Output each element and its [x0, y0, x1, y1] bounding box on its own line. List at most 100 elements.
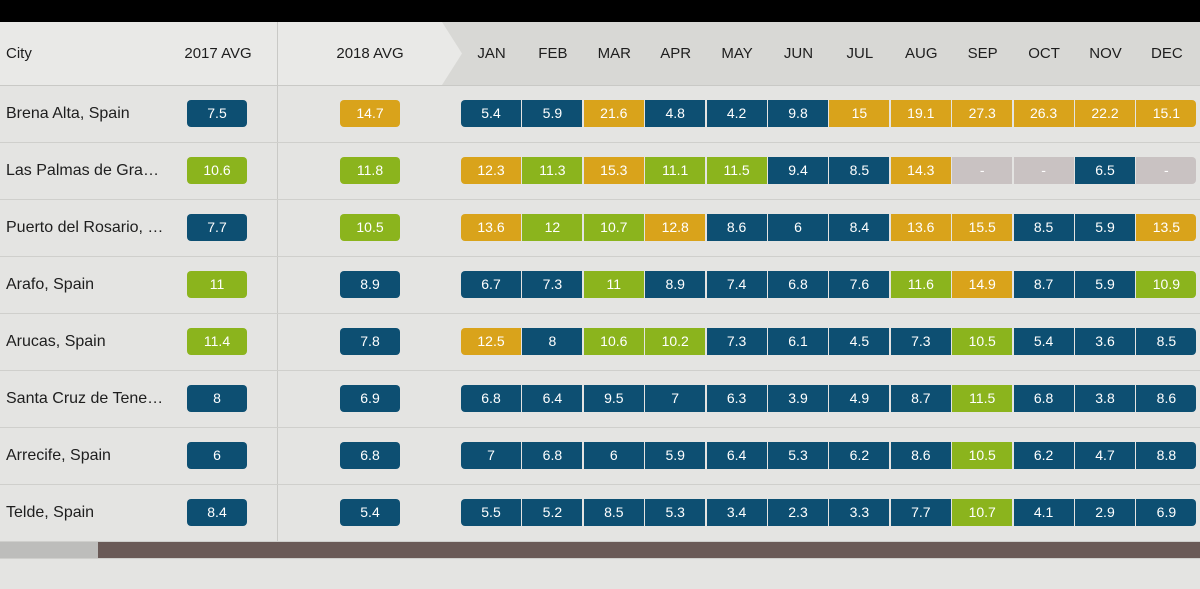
city-name: Arrecife, Spain: [6, 447, 111, 464]
month-cell: 3.8: [1075, 385, 1135, 412]
avg-2017-badge: 10.6: [187, 157, 247, 184]
month-cell: 5.2: [522, 499, 583, 526]
month-cell: 4.7: [1075, 442, 1135, 469]
month-cell: 8.9: [645, 271, 706, 298]
month-cell: 10.5: [952, 328, 1013, 355]
table-row[interactable]: Arrecife, Spain 6 6.8 7 6.8 6 5.9 6.4 5.3 6.2 8.6 1…: [0, 428, 1200, 485]
month-cell: 5.3: [645, 499, 706, 526]
month-cell: 5.9: [522, 100, 583, 127]
city-name: Arafo, Spain: [6, 276, 95, 293]
month-cell: 11.5: [952, 385, 1013, 412]
month-cell: 8: [522, 328, 583, 355]
avg-2017-badge: 6: [187, 442, 247, 469]
table-row[interactable]: Telde, Spain 8.4 5.4 5.5 5.2 8.5 5.3 3.4 2.3 3.3 7…: [0, 485, 1200, 542]
city-name: Brena Alta, Spain: [6, 105, 130, 122]
month-cell: 6: [583, 442, 644, 469]
header-month[interactable]: OCT: [1028, 45, 1060, 62]
header-month[interactable]: JUN: [783, 45, 814, 62]
month-cell: 10.7: [952, 499, 1013, 526]
month-cell: 14.9: [952, 271, 1013, 298]
header-2018-avg[interactable]: 2018 AVG: [336, 45, 404, 62]
avg-2017-badge: 11.4: [187, 328, 247, 355]
header-month[interactable]: SEP: [967, 45, 998, 62]
header-month[interactable]: NOV: [1089, 45, 1122, 62]
month-cell: 11.1: [645, 157, 706, 184]
month-cell: 3.3: [829, 499, 890, 526]
table-header: City 2017 AVG 2018 AVG JAN FEB MAR APR MAY JU…: [0, 22, 1200, 86]
table-row[interactable]: Las Palmas de Gra… 10.6 11.8 12.3 11.3 15.3 11…: [0, 143, 1200, 200]
month-cell: 5.5: [461, 499, 521, 526]
month-cell: 4.2: [706, 100, 767, 127]
avg-2018-badge: 11.8: [340, 157, 400, 184]
header-city[interactable]: City: [6, 45, 32, 62]
horizontal-scrollbar[interactable]: [0, 541, 1200, 559]
month-cell: 15.5: [952, 214, 1013, 241]
month-cell: 19.1: [890, 100, 951, 127]
month-cell: 7.3: [890, 328, 951, 355]
month-cell: 6.3: [706, 385, 767, 412]
month-cell: 3.4: [706, 499, 767, 526]
header-month[interactable]: JAN: [477, 45, 506, 62]
table-row[interactable]: Brena Alta, Spain 7.5 14.7 5.4 5.9 21.6 4.8 4.2…: [0, 86, 1200, 143]
month-cell: 7.4: [706, 271, 767, 298]
month-cell: 13.6: [461, 214, 521, 241]
month-cell: 6.4: [706, 442, 767, 469]
table-screen: City 2017 AVG 2018 AVG JAN FEB MAR APR MAY JU…: [0, 22, 1200, 589]
header-month[interactable]: AUG: [905, 45, 938, 62]
header-month[interactable]: MAR: [597, 45, 631, 62]
header-2017-avg[interactable]: 2017 AVG: [184, 45, 252, 62]
header-month[interactable]: DEC: [1151, 45, 1183, 62]
month-cell: 5.9: [645, 442, 706, 469]
month-cell: 7: [645, 385, 706, 412]
header-month[interactable]: FEB: [538, 45, 568, 62]
month-cell: 22.2: [1075, 100, 1135, 127]
table-row[interactable]: Santa Cruz de Tene… 8 6.9 6.8 6.4 9.5 7 6.3 3.9 4…: [0, 371, 1200, 428]
table-row[interactable]: Arafo, Spain 11 8.9 6.7 7.3 11 8.9 7.4 6.8 7.6 11.…: [0, 257, 1200, 314]
month-cell: 5.4: [1013, 328, 1074, 355]
month-cell: 6.5: [1075, 157, 1135, 184]
avg-2017-badge: 8.4: [187, 499, 247, 526]
month-cell: 6.8: [1013, 385, 1074, 412]
month-cell: 11.3: [522, 157, 583, 184]
city-name: Arucas, Spain: [6, 333, 106, 350]
table-row[interactable]: Arucas, Spain 11.4 7.8 12.5 8 10.6 10.2 7.3 6.1 4…: [0, 314, 1200, 371]
month-cell: 2.3: [768, 499, 828, 526]
month-cell: 13.6: [890, 214, 951, 241]
month-cell: 15.1: [1136, 100, 1197, 127]
month-cell: 8.8: [1136, 442, 1197, 469]
month-cell: 8.6: [1136, 385, 1197, 412]
month-cell: 3.9: [768, 385, 828, 412]
month-cell: 10.2: [645, 328, 706, 355]
month-cell: 6.9: [1136, 499, 1197, 526]
month-cell: 15: [829, 100, 890, 127]
month-cell: 21.6: [583, 100, 644, 127]
avg-2017-badge: 8: [187, 385, 247, 412]
month-cell: 10.6: [583, 328, 644, 355]
month-cell: 2.9: [1075, 499, 1135, 526]
avg-2017-badge: 11: [187, 271, 247, 298]
month-cell: 6: [768, 214, 828, 241]
month-cell: 11.6: [890, 271, 951, 298]
month-cell: 3.6: [1075, 328, 1135, 355]
month-cell: 5.3: [768, 442, 828, 469]
month-cell: 13.5: [1136, 214, 1197, 241]
header-month[interactable]: MAY: [721, 45, 753, 62]
month-cell: 8.5: [1013, 214, 1074, 241]
month-cell: 8.7: [1013, 271, 1074, 298]
scrollbar-track[interactable]: [0, 542, 98, 558]
scrollbar-thumb[interactable]: [98, 542, 1200, 558]
month-cell: 7: [461, 442, 521, 469]
month-cell: 6.2: [829, 442, 890, 469]
month-cell: 7.3: [522, 271, 583, 298]
month-cell: 8.5: [829, 157, 890, 184]
month-cell: 10.5: [952, 442, 1013, 469]
month-cell: 12.5: [461, 328, 521, 355]
header-month[interactable]: APR: [660, 45, 692, 62]
city-name: Puerto del Rosario, …: [6, 219, 164, 236]
header-month[interactable]: JUL: [846, 45, 874, 62]
month-cell: 6.7: [461, 271, 521, 298]
avg-2018-badge: 14.7: [340, 100, 400, 127]
avg-2018-badge: 6.9: [340, 385, 400, 412]
month-cell: 6.4: [522, 385, 583, 412]
table-row[interactable]: Puerto del Rosario, … 7.7 10.5 13.6 12 10.7 12…: [0, 200, 1200, 257]
